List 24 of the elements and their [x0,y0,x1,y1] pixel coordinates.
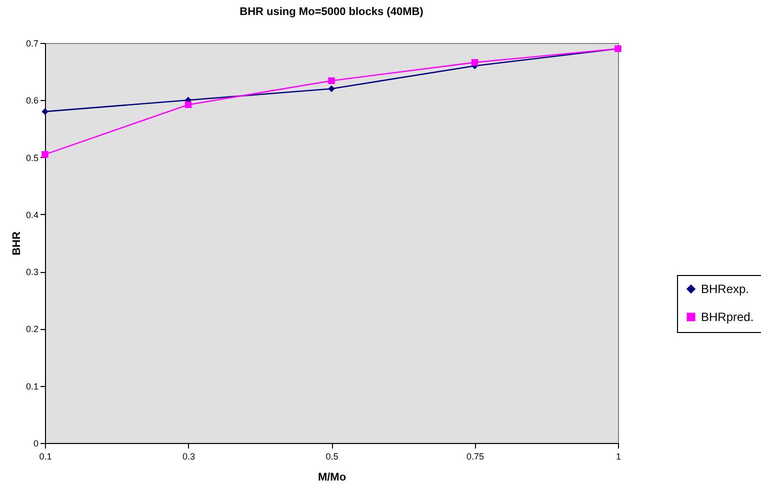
y-tick-label: 0.4 [26,210,38,220]
x-tick-label: 0.1 [39,452,52,462]
y-axis-title: BHR [10,232,23,256]
point [184,101,192,108]
y-tick-label: 0.3 [26,267,38,278]
point [42,108,48,115]
point [328,77,335,84]
y-tick-label: 0 [33,438,38,448]
point [42,151,48,158]
x-tick-label: 1 [616,452,622,462]
y-tick-label: 0.5 [26,152,38,163]
chart-title: BHR using Mo=5000 blocks (40MB) [240,6,424,18]
x-tick-label: 0.3 [182,452,196,462]
legend-label: BHRpred. [701,310,754,324]
y-tick-label: 0.7 [26,38,38,48]
x-tick-label: 0.75 [466,452,484,462]
y-tick-label: 0.6 [26,96,38,106]
x-axis-title: M/Mo [318,472,346,484]
y-tick-label: 0.2 [26,324,38,334]
y-tick-label: 0.1 [26,381,38,392]
legend-label: BHRexp. [701,282,750,296]
point [471,59,478,66]
point [328,85,335,92]
x-tick-label: 0.5 [326,452,338,462]
